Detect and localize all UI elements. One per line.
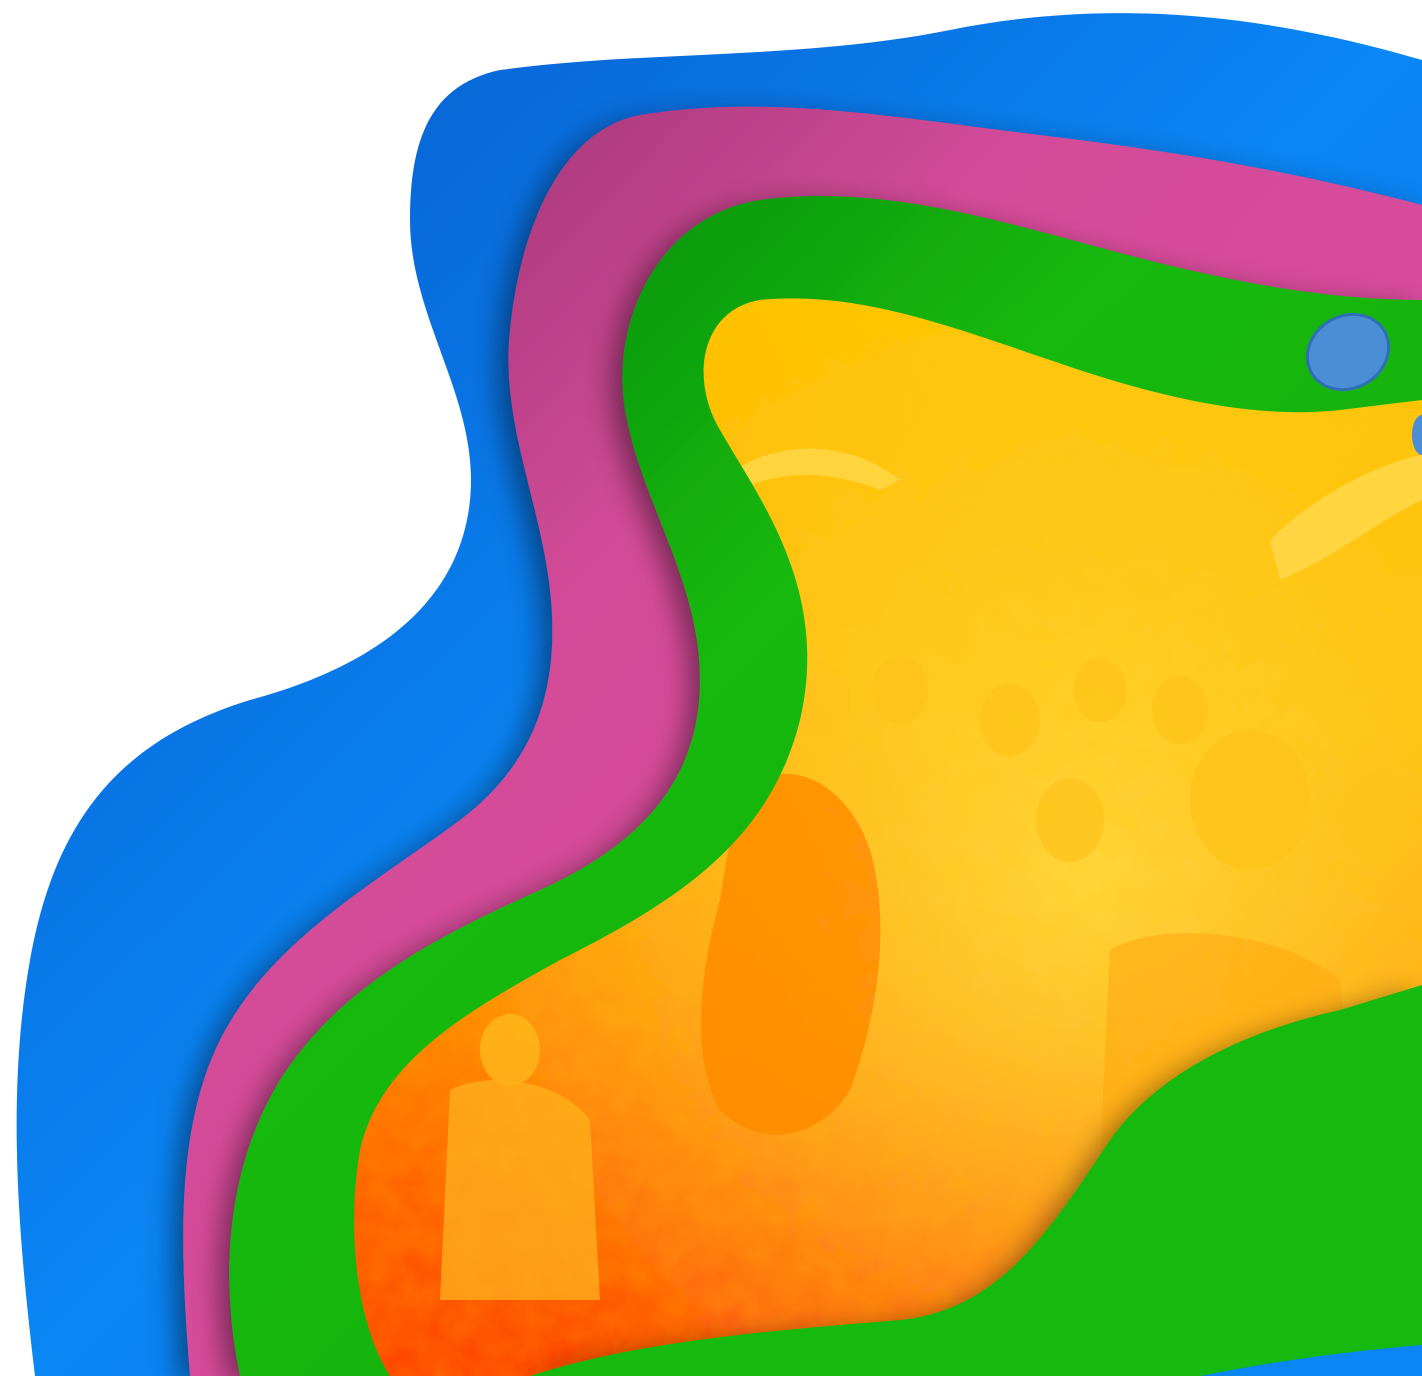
droplet-small-shape <box>1412 415 1422 455</box>
person-hair <box>701 773 881 1135</box>
person-shirt <box>440 1080 600 1300</box>
green-foreground-wave <box>530 985 1422 1376</box>
umbrella-right <box>1270 455 1422 580</box>
blue-bottom-sliver <box>1200 1345 1422 1376</box>
droplet-shape <box>1305 312 1391 392</box>
umbrella-left <box>735 448 900 490</box>
crowd-heads <box>480 656 1420 1086</box>
